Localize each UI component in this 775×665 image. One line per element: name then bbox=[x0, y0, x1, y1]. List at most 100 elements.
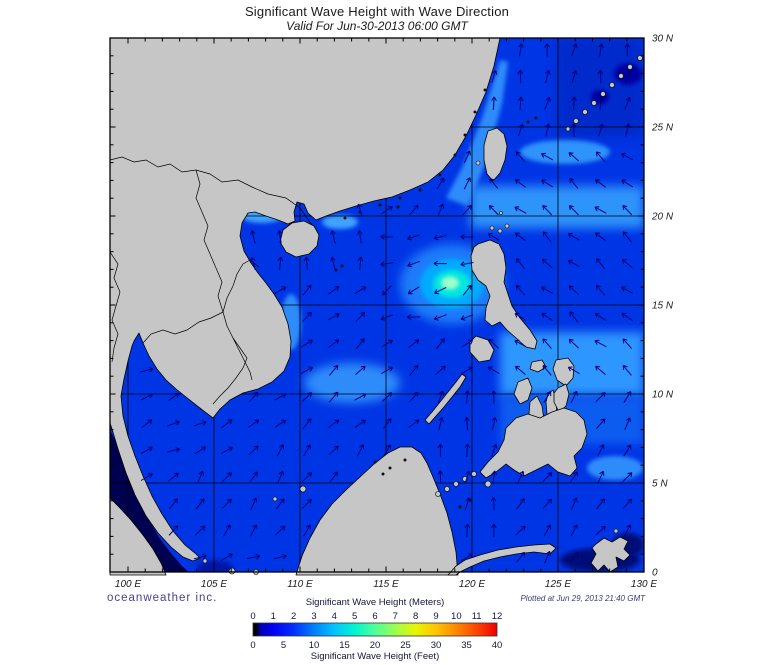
wave-direction-arrow bbox=[223, 524, 231, 537]
wave-direction-arrow bbox=[622, 338, 632, 349]
colorbar-gradient bbox=[252, 622, 498, 637]
land-masbate bbox=[529, 359, 547, 373]
wave-direction-arrow bbox=[461, 339, 474, 348]
wave-direction-arrow bbox=[303, 256, 310, 271]
wave-direction-arrow bbox=[463, 150, 471, 163]
island-dot bbox=[573, 118, 579, 124]
wave-direction-arrow bbox=[274, 419, 287, 428]
wave-direction-arrow bbox=[515, 258, 525, 269]
wave-direction-arrow bbox=[462, 284, 472, 296]
wave-direction-arrow bbox=[462, 204, 472, 216]
wave-direction-arrow bbox=[541, 258, 553, 269]
wave-direction-arrow bbox=[301, 339, 313, 348]
wave-direction-arrow bbox=[407, 260, 420, 268]
wave-direction-arrow bbox=[220, 446, 233, 455]
land-layer bbox=[109, 37, 631, 576]
island-dot bbox=[202, 558, 208, 564]
wave-direction-arrow bbox=[621, 259, 633, 269]
wave-direction-arrow bbox=[195, 525, 206, 536]
wave-direction-arrow bbox=[542, 205, 553, 216]
colorbar-tick-meters: 6 bbox=[372, 611, 377, 622]
wave-direction-arrow bbox=[381, 392, 393, 402]
wave-direction-arrow bbox=[570, 390, 578, 404]
island-dot bbox=[627, 64, 633, 70]
colorbar-tick-feet: 25 bbox=[400, 640, 411, 651]
wave-direction-arrow bbox=[250, 497, 258, 511]
wave-direction-arrow bbox=[514, 339, 527, 348]
colorbar-tick-feet: 15 bbox=[339, 640, 350, 651]
wave-direction-arrow bbox=[621, 286, 634, 294]
wave-direction-arrow bbox=[247, 419, 260, 428]
land-hainan bbox=[279, 220, 320, 258]
wave-direction-arrow bbox=[568, 205, 579, 216]
colorbar-tick-meters: 5 bbox=[352, 611, 357, 622]
wave-direction-arrow bbox=[594, 179, 607, 188]
wave-direction-arrow bbox=[598, 96, 604, 110]
wave-direction-arrow bbox=[514, 312, 527, 322]
lat-label: 10 N bbox=[652, 390, 674, 401]
land-sumatra bbox=[109, 497, 167, 576]
island-dot bbox=[484, 480, 492, 488]
wave-direction-arrow bbox=[542, 364, 552, 376]
wave-direction-arrow bbox=[433, 314, 447, 321]
wave-direction-arrow bbox=[515, 365, 526, 375]
wave-direction-arrow bbox=[383, 444, 391, 457]
wave-direction-arrow bbox=[140, 393, 153, 401]
island-dot bbox=[613, 528, 619, 534]
wave-direction-arrow bbox=[354, 286, 367, 295]
country-borders-layer bbox=[109, 156, 313, 405]
wave-direction-arrow bbox=[596, 258, 606, 269]
island-dot bbox=[504, 223, 510, 229]
wave-direction-arrow bbox=[621, 152, 634, 161]
wave-direction-arrow bbox=[622, 472, 633, 483]
wave-direction-arrow bbox=[594, 232, 607, 242]
wave-height-shade bbox=[555, 38, 644, 138]
wave-direction-arrow bbox=[382, 418, 392, 430]
wave-direction-arrow bbox=[140, 473, 153, 481]
wave-height-shade bbox=[587, 456, 643, 480]
wave-direction-arrow bbox=[622, 205, 633, 216]
wave-direction-arrow bbox=[248, 445, 259, 456]
wave-direction-arrow bbox=[518, 43, 524, 57]
wave-height-shade bbox=[520, 140, 610, 164]
wave-direction-arrow bbox=[328, 419, 340, 428]
oceanweather-logo-text: oceanweather inc. bbox=[107, 592, 218, 604]
wave-direction-arrow bbox=[624, 417, 632, 430]
wave-direction-arrow bbox=[490, 390, 497, 404]
wave-direction-arrow bbox=[571, 43, 578, 57]
wave-direction-arrow bbox=[435, 365, 446, 375]
wave-direction-arrow bbox=[463, 177, 471, 190]
wave-direction-arrow bbox=[357, 256, 364, 271]
lon-label: 115 E bbox=[373, 579, 399, 590]
colorbar-tick-meters: 7 bbox=[393, 611, 398, 622]
wave-direction-arrow bbox=[594, 312, 607, 322]
island-dot bbox=[388, 466, 392, 470]
wave-direction-arrow bbox=[517, 96, 524, 110]
wave-direction-arrow bbox=[491, 96, 497, 110]
island-dot bbox=[418, 188, 422, 192]
wave-direction-arrow bbox=[596, 498, 606, 510]
lon-label: 125 E bbox=[545, 579, 571, 590]
wave-direction-arrow bbox=[166, 447, 181, 453]
wave-direction-arrow bbox=[460, 233, 474, 240]
island-dot bbox=[582, 109, 588, 115]
wave-direction-arrow bbox=[568, 152, 580, 162]
wave-direction-arrow bbox=[140, 366, 154, 373]
wave-direction-arrow bbox=[515, 525, 526, 536]
island-dot bbox=[299, 485, 307, 493]
island-dot bbox=[438, 173, 442, 177]
wave-height-shade bbox=[441, 276, 459, 290]
land-mindanao bbox=[479, 407, 588, 479]
wave-direction-arrow bbox=[569, 552, 579, 563]
wave-direction-arrow bbox=[464, 523, 471, 538]
lat-label: 20 N bbox=[651, 212, 674, 223]
wave-direction-arrow bbox=[597, 69, 604, 84]
wave-direction-arrow bbox=[491, 417, 498, 431]
wave-height-shade bbox=[304, 363, 400, 403]
wave-direction-arrow bbox=[274, 286, 287, 295]
country-border bbox=[109, 156, 313, 226]
wave-direction-arrow bbox=[460, 314, 474, 321]
wave-direction-arrow bbox=[276, 230, 283, 244]
